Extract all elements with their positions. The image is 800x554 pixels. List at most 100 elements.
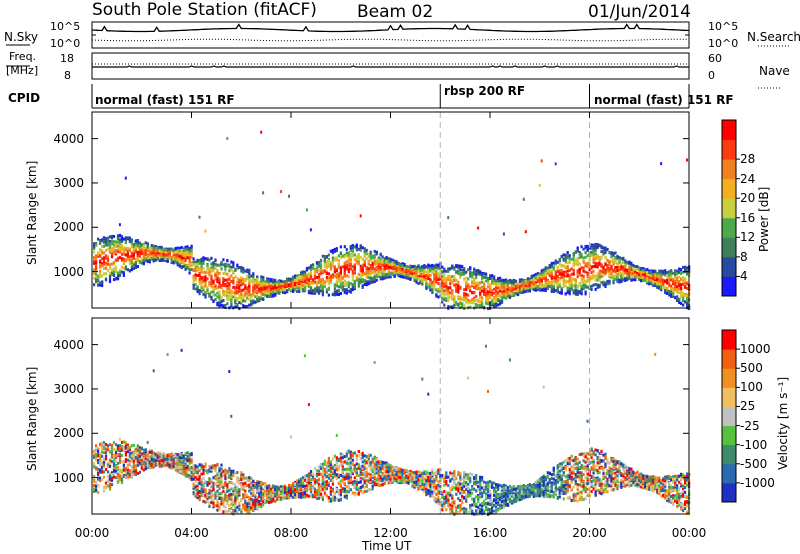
scatter-cell [443,275,446,279]
scatter-cell [423,277,426,281]
scatter-cell [136,239,139,243]
scatter-cell [674,273,677,277]
scatter-cell [112,240,116,244]
scatter-cell [347,253,350,257]
scatter-cell [652,270,655,274]
scatter-cell [554,162,557,166]
scatter-cell [550,263,553,267]
scatter-cell [459,274,462,278]
scatter-cell [445,269,448,273]
scatter-cell [417,265,420,268]
scatter-cell [536,278,539,282]
scatter-cell [99,263,102,267]
scatter-cell [447,267,450,271]
scatter-cell [540,269,543,273]
scatter-cell [222,291,225,295]
scatter-cell [136,259,139,263]
scatter-cell [101,461,104,465]
scatter-cell [648,282,651,286]
scatter-cell [208,292,211,296]
scatter-cell [198,292,201,296]
scatter-cell [429,285,432,289]
scatter-cell [106,259,110,263]
scatter-cell [130,254,133,258]
scatter-cell [128,269,131,273]
scatter-cell [534,276,537,280]
scatter-cell [355,260,358,264]
scatter-cell [580,292,583,296]
scatter-cell [431,288,434,292]
scatter-cell [116,461,120,465]
scatter-cell [367,276,370,280]
scatter-cell [453,266,456,270]
scatter-cell [160,247,163,251]
scatter-cell [93,271,96,275]
scatter-cell [381,260,384,264]
scatter-cell [405,276,408,280]
scatter-cell [435,270,438,274]
scatter-cell [192,277,195,281]
scatter-cell [592,248,595,252]
scatter-cell [373,253,376,257]
scatter-cell [230,290,233,294]
scatter-cell [618,273,621,277]
scatter-cell [530,276,533,279]
scatter-cell [500,290,504,294]
scatter-cell [682,279,685,283]
scatter-cell [562,257,565,261]
scatter-cell [345,254,348,257]
scatter-cell [317,272,321,276]
scatter-cell [401,275,404,279]
scatter-cell [504,291,508,295]
scatter-cell [130,243,133,247]
scatter-cell [421,277,424,281]
scatter-cell [134,261,137,265]
scatter-cell [540,272,543,276]
scatter-cell [463,267,466,270]
scatter-cell [407,271,410,275]
scatter-cell [97,283,100,287]
scatter-cell [210,266,213,270]
scatter-cell [628,275,631,279]
scatter-cell [429,288,432,292]
scatter-cell [544,277,547,280]
scatter-cell [331,249,334,253]
scatter-cell [116,480,120,484]
scatter-cell [660,276,663,280]
scatter-cell [614,277,617,281]
scatter-cell [325,278,328,282]
scatter-cell [602,246,605,250]
scatter-cell [387,262,390,265]
scatter-cell [218,281,221,285]
scatter-cell [582,266,585,270]
scatter-cell [632,274,635,278]
scatter-cell [552,290,555,293]
scatter-cell [678,287,681,291]
scatter-cell [142,244,145,248]
scatter-cell [323,257,326,261]
scatter-cell [116,240,120,244]
scatter-cell [510,280,514,284]
scatter-cell [502,292,506,296]
scatter-cell [156,251,159,255]
scatter-cell [487,296,490,300]
scatter-cell [226,259,229,263]
scatter-cell [331,273,334,277]
scatter-cell [309,228,312,232]
scatter-cell [514,279,518,283]
scatter-cell [493,297,496,301]
scatter-cell [116,476,120,480]
scatter-cell [190,268,193,272]
scatter-cell [634,269,637,273]
scatter-cell [576,273,579,277]
scatter-cell [110,445,114,449]
scatter-cell [200,283,203,287]
scatter-cell [489,283,492,287]
scatter-cell [580,285,583,289]
scatter-cell [222,278,225,282]
scatter-cell [345,251,348,255]
scatter-cell [317,268,321,272]
scatter-cell [632,270,635,274]
scatter-cell [367,267,370,271]
scatter-cell [252,276,255,280]
